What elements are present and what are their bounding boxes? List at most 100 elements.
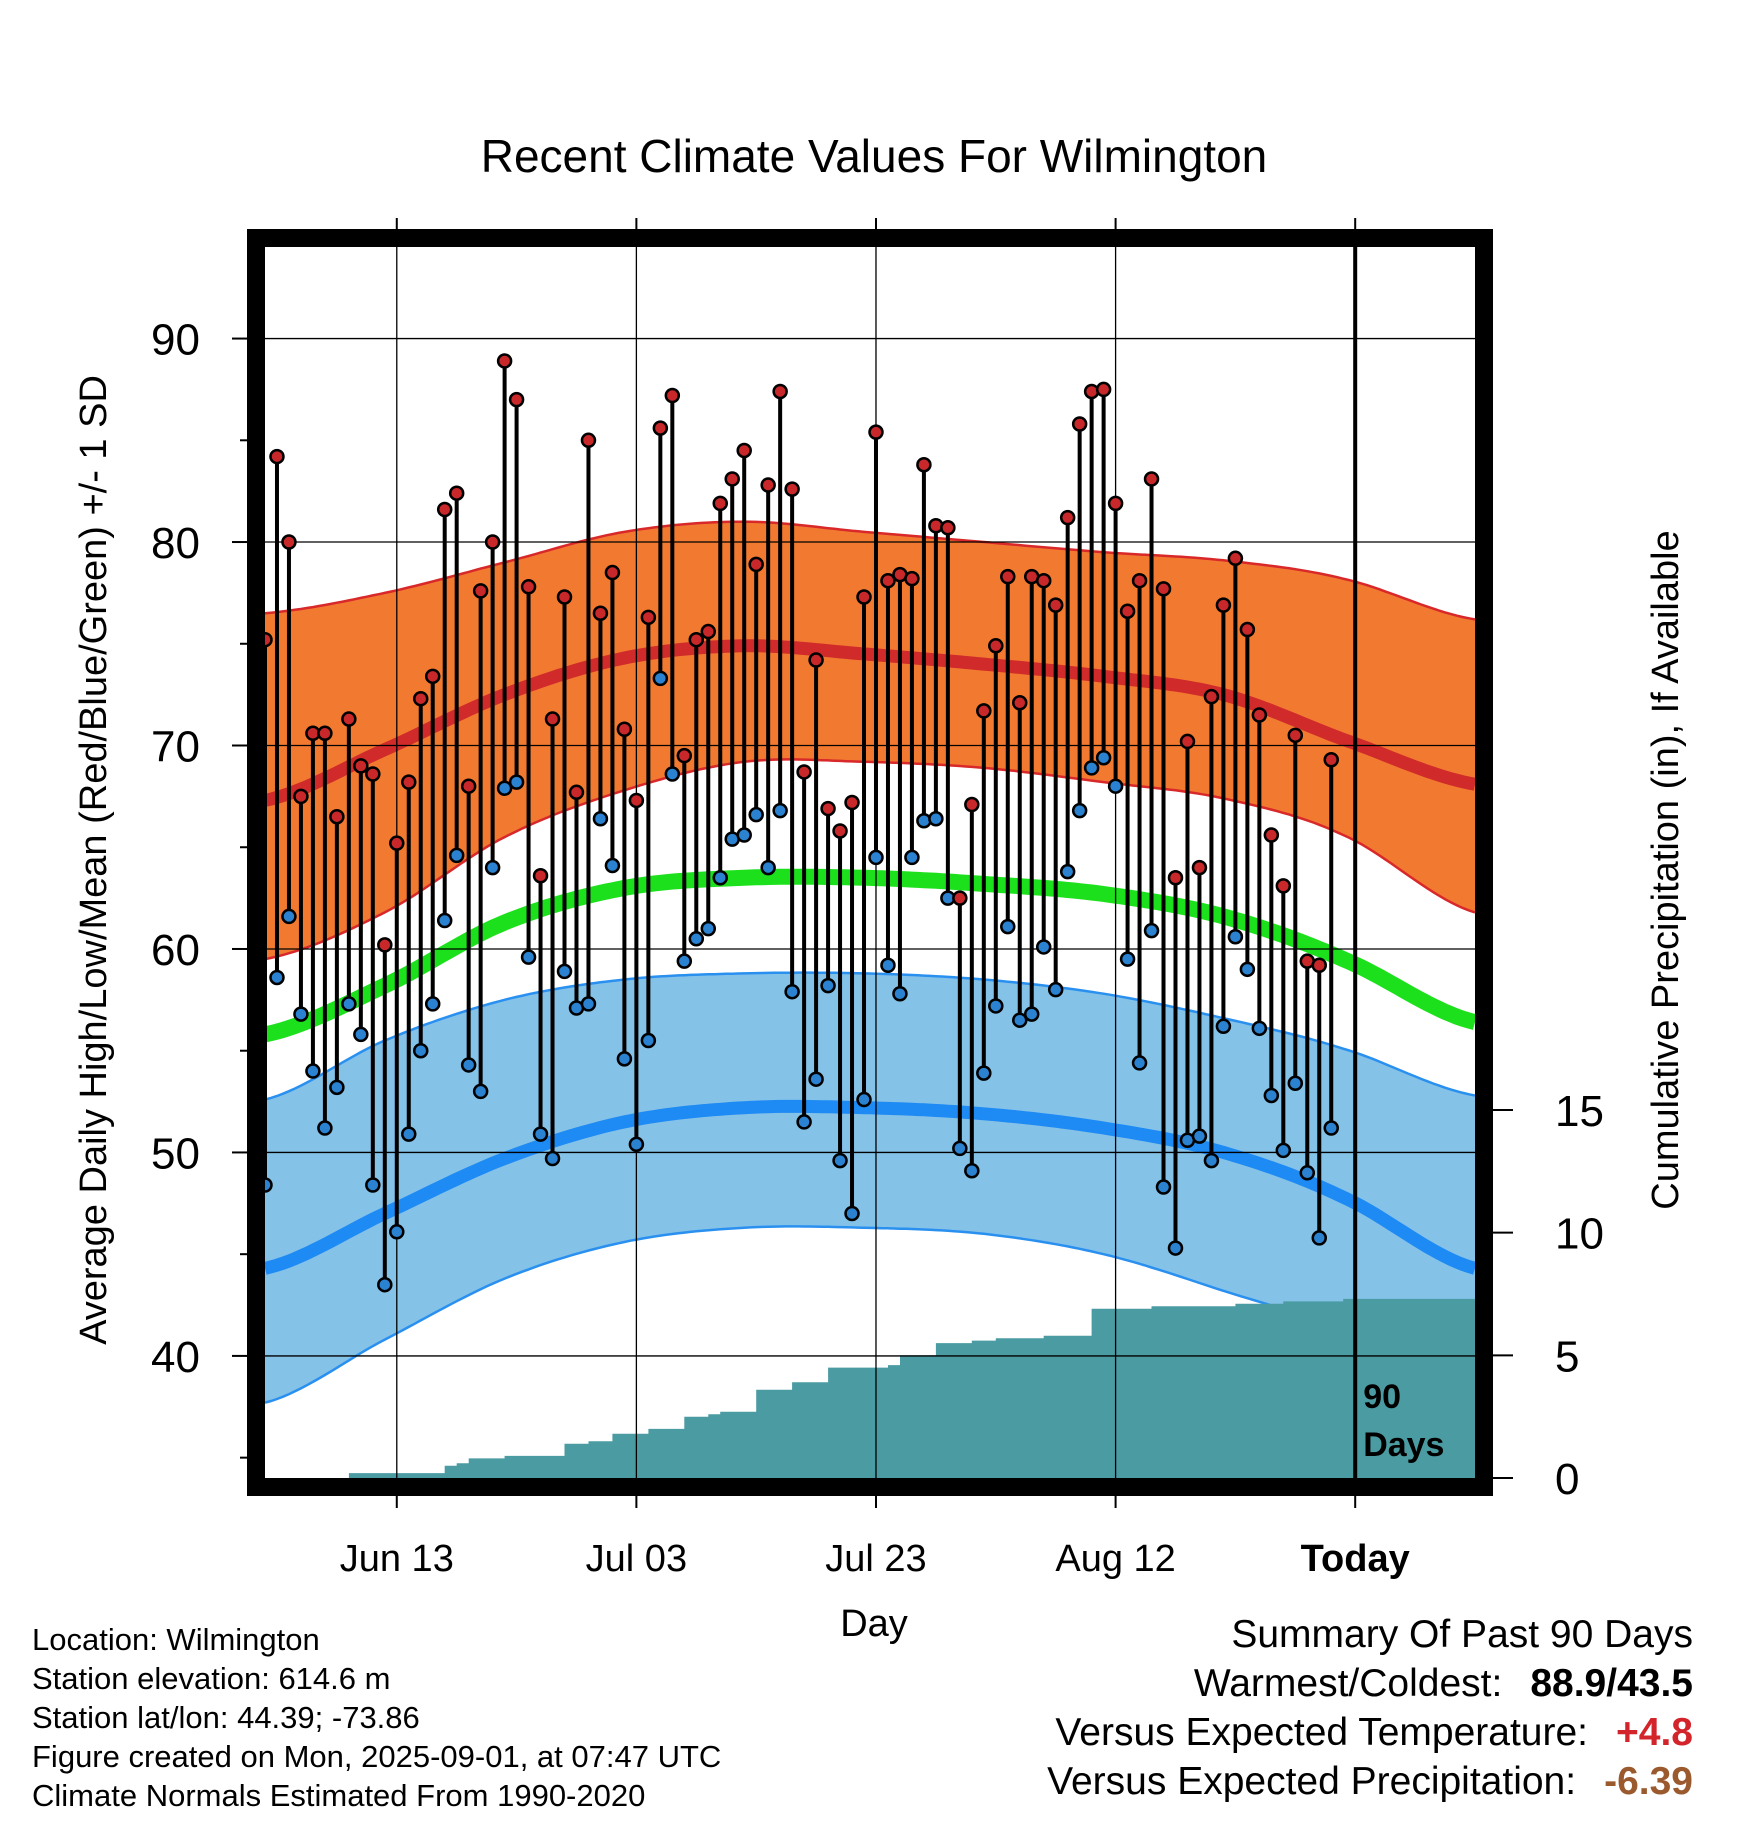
precipitation-area xyxy=(265,1298,1475,1478)
daily-low-point xyxy=(844,1205,860,1222)
daily-low-point xyxy=(856,1091,872,1108)
location-line: Location: Wilmington xyxy=(32,1622,320,1657)
daily-high-point xyxy=(1179,733,1196,750)
daily-low-point xyxy=(305,1063,321,1079)
daily-high-point xyxy=(904,570,920,587)
daily-high-point xyxy=(1131,572,1148,589)
daily-high-point xyxy=(1311,957,1328,974)
daily-high-point xyxy=(880,572,896,589)
daily-low-point xyxy=(424,996,441,1012)
x-tick-label: Jul 23 xyxy=(825,1538,926,1580)
chart-title: Recent Climate Values For Wilmington xyxy=(481,130,1268,182)
daily-high-point xyxy=(1000,568,1016,585)
x-tick-label: Jun 13 xyxy=(340,1538,454,1580)
daily-high-point xyxy=(389,835,405,851)
created-line: Figure created on Mon, 2025-09-01, at 07… xyxy=(32,1739,722,1774)
daily-high-point xyxy=(508,391,525,408)
daily-low-point xyxy=(353,1026,369,1043)
daily-high-point xyxy=(988,638,1004,654)
daily-high-point xyxy=(748,556,764,573)
daily-high-point xyxy=(1191,859,1208,876)
daily-low-point xyxy=(472,1083,489,1100)
y-tick-label: 40 xyxy=(151,1333,200,1382)
daily-high-point xyxy=(856,589,872,605)
daily-high-point xyxy=(652,420,669,436)
daily-low-point xyxy=(1263,1087,1280,1104)
daily-high-point xyxy=(401,774,417,790)
daily-high-point xyxy=(1263,827,1280,843)
daily-low-point xyxy=(1155,1179,1172,1195)
daily-low-point xyxy=(748,806,764,823)
daily-high-point xyxy=(556,589,573,605)
warmest-coldest-value: 88.9/43.5 xyxy=(1530,1662,1693,1705)
daily-high-point xyxy=(472,583,489,599)
daily-high-point xyxy=(265,631,273,648)
daily-low-point xyxy=(1299,1165,1316,1181)
daily-low-point xyxy=(712,870,728,886)
y-tick-label: 50 xyxy=(151,1129,200,1178)
daily-low-point xyxy=(1323,1120,1339,1136)
daily-high-point xyxy=(868,424,884,440)
low-sd-band xyxy=(265,972,1475,1403)
x-tick-label: Jul 03 xyxy=(586,1538,687,1580)
daily-low-point xyxy=(616,1051,633,1067)
temp-anomaly-label: Versus Expected Temperature: xyxy=(1055,1711,1588,1754)
daily-high-point xyxy=(676,747,693,764)
daily-low-point xyxy=(1227,929,1244,945)
y2-tick-label: 0 xyxy=(1555,1455,1579,1504)
y2-axis-label: Cumulative Precipitation (in), If Availa… xyxy=(1645,530,1687,1209)
x-tick-label: Today xyxy=(1301,1538,1410,1580)
daily-low-point xyxy=(281,908,297,925)
daily-low-point xyxy=(448,847,465,864)
daily-low-point xyxy=(377,1276,393,1293)
daily-low-point xyxy=(496,780,513,796)
y-tick-label: 80 xyxy=(151,519,200,568)
daily-high-point xyxy=(976,703,992,719)
daily-high-point xyxy=(916,456,932,473)
summary-title: Summary Of Past 90 Days xyxy=(1231,1613,1693,1656)
daily-low-point xyxy=(964,1163,980,1179)
daily-high-point xyxy=(1203,688,1220,705)
daily-high-point xyxy=(772,383,788,400)
daily-high-point xyxy=(269,448,285,465)
normal-high-line xyxy=(265,639,1475,807)
daily-high-point xyxy=(640,609,657,626)
daily-high-point xyxy=(436,501,453,518)
summary-panel: Summary Of Past 90 Days Warmest/Coldest:… xyxy=(1047,1610,1693,1806)
daily-high-point xyxy=(1251,707,1268,723)
station-info: Location: Wilmington Station elevation: … xyxy=(32,1620,721,1815)
plot-border xyxy=(247,229,1493,1496)
daily-low-point xyxy=(1239,961,1256,978)
daily-high-point xyxy=(1035,572,1052,589)
daily-high-point xyxy=(604,564,621,581)
daily-low-point xyxy=(544,1150,561,1167)
daily-high-point xyxy=(688,631,705,648)
precip-anomaly-value: -6.39 xyxy=(1604,1760,1693,1803)
daily-low-point xyxy=(928,811,944,827)
daily-high-point xyxy=(365,766,381,782)
y-tick-label: 90 xyxy=(151,316,200,365)
daily-low-point xyxy=(652,670,669,687)
daily-low-point xyxy=(1287,1075,1304,1092)
daily-low-point xyxy=(1119,951,1136,967)
daily-high-point xyxy=(1167,870,1184,886)
today-days-number: 90 xyxy=(1363,1378,1401,1416)
daily-high-point xyxy=(1119,603,1136,619)
daily-low-point xyxy=(1203,1152,1220,1169)
daily-low-point xyxy=(592,811,609,827)
daily-low-point xyxy=(688,931,705,947)
daily-high-point xyxy=(544,711,561,727)
daily-high-point xyxy=(700,623,717,640)
daily-low-point xyxy=(508,774,525,790)
x-tick-label: Aug 12 xyxy=(1055,1538,1175,1580)
daily-low-point xyxy=(676,953,693,969)
daily-low-point xyxy=(341,996,357,1012)
plot-clipped-group xyxy=(265,247,1475,1478)
daily-low-point xyxy=(329,1079,345,1096)
daily-low-point xyxy=(604,857,621,874)
daily-low-point xyxy=(1000,918,1016,935)
daily-high-point xyxy=(736,442,752,459)
daily-low-point xyxy=(1131,1055,1148,1071)
daily-high-point xyxy=(712,495,728,512)
